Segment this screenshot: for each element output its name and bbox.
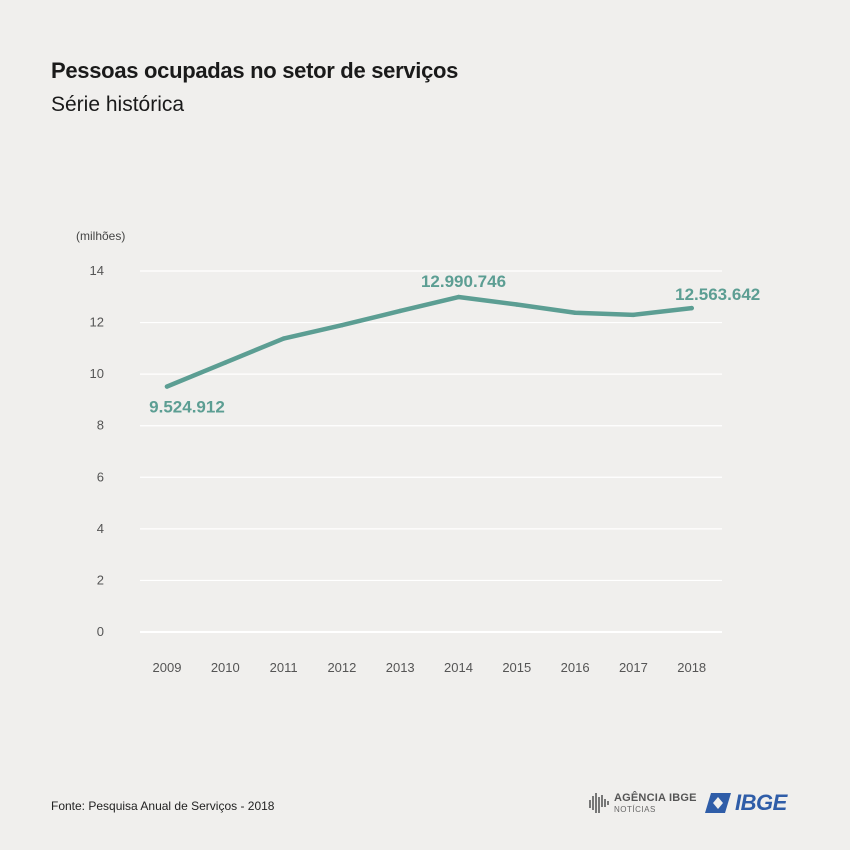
ibge-logo-text: IBGE bbox=[735, 790, 787, 815]
data-point-2011 bbox=[281, 336, 286, 341]
chart-subtitle: Série histórica bbox=[51, 93, 185, 116]
y-tick-label-10: 10 bbox=[90, 366, 104, 381]
data-point-2018 bbox=[689, 305, 694, 311]
x-tick-label-2013: 2013 bbox=[386, 660, 415, 675]
x-tick-label-2015: 2015 bbox=[502, 660, 531, 675]
y-tick-label-4: 4 bbox=[97, 521, 104, 536]
x-tick-label-2010: 2010 bbox=[211, 660, 240, 675]
x-tick-label-2014: 2014 bbox=[444, 660, 473, 675]
agencia-ibge-logo: AGÊNCIA IBGE NOTÍCIAS bbox=[588, 791, 697, 815]
data-point-2010 bbox=[223, 360, 228, 365]
agencia-bars-icon bbox=[589, 793, 609, 813]
data-label-2009: 9.524.912 bbox=[149, 398, 225, 417]
series-line-0 bbox=[164, 294, 694, 389]
source-note: Fonte: Pesquisa Anual de Serviços - 2018 bbox=[51, 799, 275, 813]
data-point-2015 bbox=[514, 302, 519, 307]
ibge-logo: IBGE bbox=[704, 790, 787, 816]
x-tick-label-2011: 2011 bbox=[270, 660, 298, 675]
y-tick-label-0: 0 bbox=[97, 624, 104, 639]
y-unit-label: (milhões) bbox=[76, 229, 125, 243]
data-point-2014 bbox=[456, 294, 461, 300]
x-tick-label-2017: 2017 bbox=[619, 660, 648, 675]
agencia-line1: AGÊNCIA IBGE bbox=[614, 791, 697, 804]
line-chart: (milhões) 0 2 4 6 8 10 12 14 2009 2010 2011 2012 20… bbox=[76, 229, 760, 675]
y-tick-label-2: 2 bbox=[97, 572, 104, 587]
data-point-2009 bbox=[164, 384, 170, 389]
data-point-2016 bbox=[572, 310, 578, 315]
data-point-2012 bbox=[339, 322, 345, 328]
data-label-2014: 12.990.746 bbox=[421, 272, 506, 291]
x-tick-label-2012: 2012 bbox=[327, 660, 356, 675]
y-tick-label-8: 8 bbox=[97, 418, 104, 433]
data-label-2018: 12.563.642 bbox=[675, 285, 760, 304]
y-tick-label-14: 14 bbox=[90, 263, 104, 278]
ibge-mark-icon bbox=[705, 793, 731, 813]
y-tick-label-12: 12 bbox=[90, 315, 104, 330]
agencia-line2: NOTÍCIAS bbox=[614, 804, 656, 814]
chart-title: Pessoas ocupadas no setor de serviços bbox=[51, 58, 459, 83]
y-tick-label-6: 6 bbox=[97, 469, 104, 484]
data-point-2017 bbox=[631, 312, 636, 318]
x-tick-label-2009: 2009 bbox=[153, 660, 182, 675]
x-tick-label-2016: 2016 bbox=[561, 660, 590, 675]
x-tick-label-2018: 2018 bbox=[677, 660, 706, 675]
data-point-2013 bbox=[398, 308, 403, 314]
